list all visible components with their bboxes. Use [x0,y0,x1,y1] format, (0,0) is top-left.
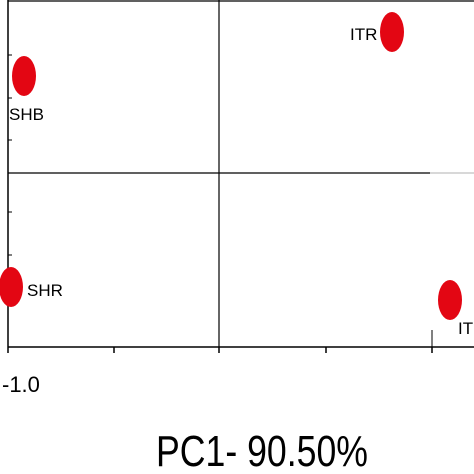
x-tick-label: -1.0 [2,372,40,397]
point-label-shb: SHB [9,105,44,124]
point-label-it: IT [458,319,473,338]
point-label-itr: ITR [350,25,377,44]
reference-lines [8,0,474,347]
data-points [0,12,462,320]
point-label-shr: SHR [27,281,63,300]
data-point-shr [0,267,23,307]
x-axis-title: PC1- 90.50% [156,427,368,474]
data-point-shb [12,56,36,96]
point-labels: ITR SHB SHR IT [9,25,473,338]
data-point-itr [380,12,404,52]
x-axis-ticks [7,347,433,353]
data-point-it [438,280,462,320]
